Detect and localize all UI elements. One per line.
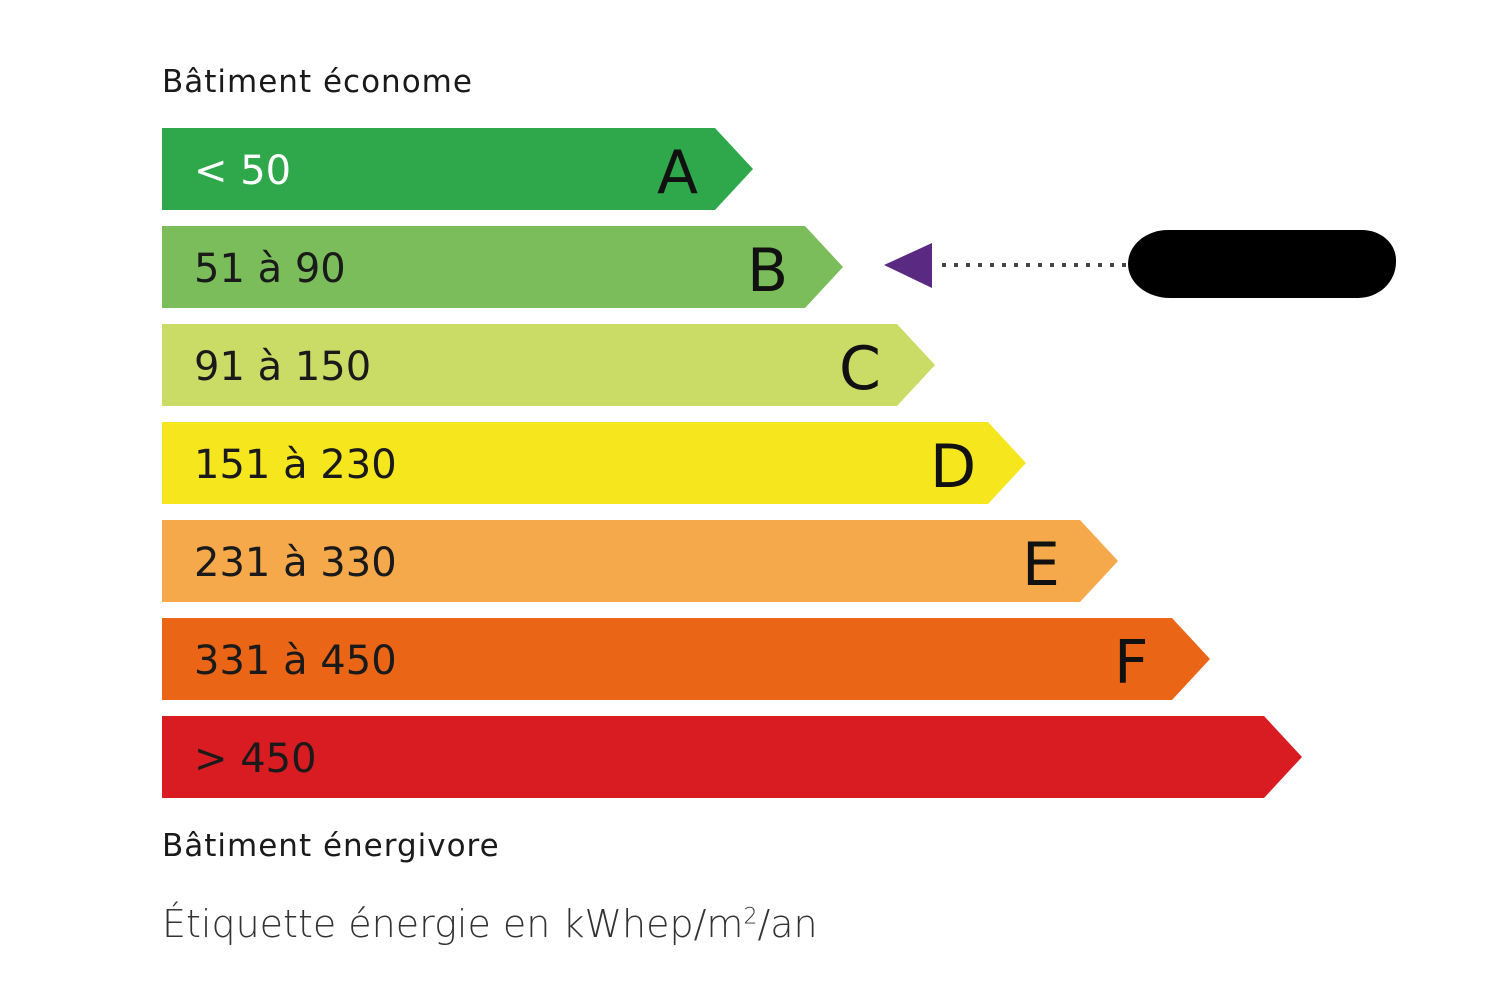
energy-class-d: 151 à 230 D	[162, 422, 1026, 504]
energy-class-e: 231 à 330 E	[162, 520, 1118, 602]
arrow-head-icon	[884, 243, 932, 288]
class-letter: A	[657, 138, 699, 208]
unit-sup: 2	[743, 904, 758, 930]
class-letter: E	[1022, 530, 1060, 600]
class-range: > 450	[194, 736, 317, 782]
top-label: Bâtiment économe	[162, 64, 473, 100]
class-range: 331 à 450	[194, 638, 397, 684]
class-range: 231 à 330	[194, 540, 397, 586]
class-range: < 50	[194, 148, 292, 194]
class-range: 91 à 150	[194, 344, 372, 390]
class-letter: F	[1114, 628, 1149, 698]
class-bar-shape	[162, 716, 1302, 798]
class-bar-shape	[162, 128, 753, 210]
energy-class-c: 91 à 150 C	[162, 324, 935, 406]
class-bar-shape	[162, 520, 1118, 602]
class-letter: C	[839, 334, 881, 404]
bottom-label: Bâtiment énergivore	[162, 828, 500, 864]
class-indicator-arrow	[884, 243, 1126, 288]
class-bar-shape	[162, 618, 1210, 700]
class-range: 51 à 90	[194, 246, 346, 292]
energy-class-a: < 50 A	[162, 128, 753, 210]
redacted-value	[1128, 230, 1396, 298]
energy-class-g: > 450	[162, 716, 1302, 798]
class-range: 151 à 230	[194, 442, 397, 488]
class-letter: D	[930, 432, 977, 502]
unit-prefix: Étiquette énergie en kWhep/m	[162, 902, 744, 946]
energy-class-f: 331 à 450 F	[162, 618, 1210, 700]
energy-class-b: 51 à 90 B	[162, 226, 843, 308]
class-bar-shape	[162, 324, 935, 406]
class-bar-shape	[162, 422, 1026, 504]
unit-label: Étiquette énergie en kWhep/m2/an	[162, 902, 818, 946]
class-bar-shape	[162, 226, 843, 308]
class-letter: B	[747, 236, 789, 306]
unit-suffix: /an	[757, 902, 818, 946]
